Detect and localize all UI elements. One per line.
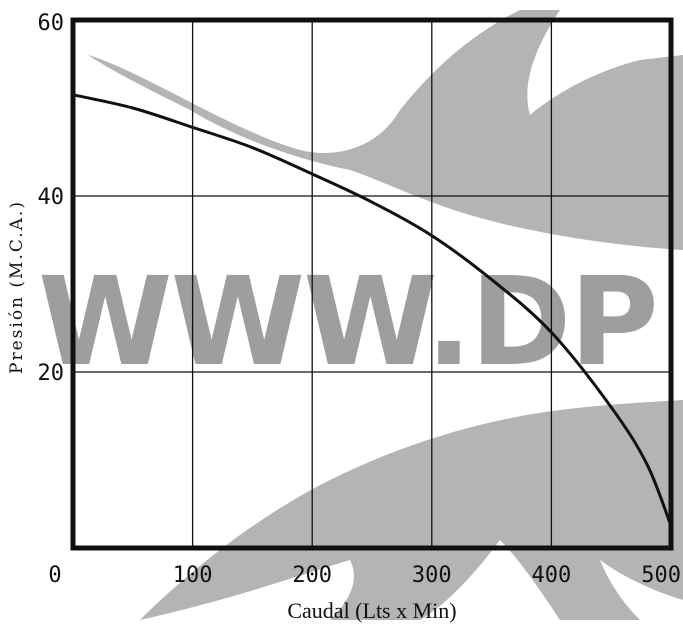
grid-lines [73, 20, 671, 548]
y-tick-label: 20 [38, 361, 65, 386]
y-tick-label: 60 [38, 11, 65, 36]
x-tick-label: 500 [641, 563, 681, 588]
watermark-leaf-top [88, 10, 683, 250]
x-tick-label: 400 [532, 563, 572, 588]
pressure-flow-curve [72, 93, 673, 527]
watermark-leaf-bottom [140, 400, 683, 620]
x-tick-label: 200 [292, 563, 332, 588]
watermark-text: WWW.DP [38, 251, 657, 393]
x-tick-label: 100 [173, 563, 213, 588]
y-tick-label: 40 [38, 185, 65, 210]
y-axis-label: Presión (M.C.A.) [7, 200, 27, 374]
x-axis-ticks: 0 100 200 300 400 500 [48, 563, 681, 588]
x-tick-label: 300 [412, 563, 452, 588]
plot-frame [70, 17, 674, 551]
watermark: WWW.DP [38, 10, 683, 620]
x-axis-label: Caudal (Lts x Min) [287, 598, 456, 623]
x-tick-label: 0 [48, 563, 61, 588]
y-axis-ticks: 20 40 60 [38, 11, 65, 386]
